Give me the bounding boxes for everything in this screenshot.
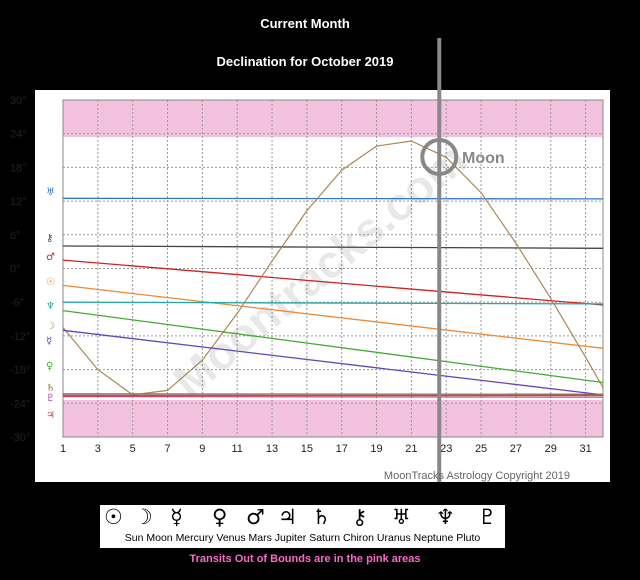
x-tick-label: 23: [440, 443, 452, 455]
x-tick-label: 31: [579, 443, 591, 455]
series-glyph-label: ☉: [46, 277, 55, 288]
legend-glyph-icon: ♆: [436, 505, 455, 529]
x-tick-label: 1: [60, 443, 66, 455]
series-line: [62, 197, 604, 200]
series-glyph-label: ♃: [46, 410, 55, 421]
y-tick-label: 24°: [10, 129, 27, 141]
series-glyph-label: ♄: [46, 383, 55, 394]
y-tick-label: 18°: [10, 162, 27, 174]
legend-names: Sun Moon Mercury Venus Mars Jupiter Satu…: [124, 532, 481, 544]
legend-glyph-icon: ☿: [170, 505, 183, 529]
legend-glyphs: ☉ ☽ ☿ ♀ ♂ ♃ ♄ ⚷ ♅ ♆ ♇: [100, 505, 505, 531]
legend-glyph-icon: ⚷: [352, 505, 368, 529]
y-tick-label: -18°: [10, 365, 30, 377]
series-line: [62, 259, 604, 306]
series-glyph-label: ♀: [46, 361, 53, 372]
footer-note: Transits Out of Bounds are in the pink a…: [189, 553, 421, 565]
y-tick-label: 6°: [10, 230, 21, 242]
series-line: [62, 395, 604, 398]
series-line: [62, 140, 604, 396]
x-tick-label: 5: [130, 443, 136, 455]
legend-glyph-icon: ♅: [392, 505, 411, 529]
series-glyph-label: ⚷: [46, 233, 53, 244]
x-tick-label: 19: [370, 443, 382, 455]
series-line: [62, 245, 604, 249]
legend-glyph-icon: ♇: [478, 505, 497, 529]
legend-glyph-icon: ☉: [104, 505, 123, 529]
series-line: [62, 284, 604, 349]
legend-glyph-icon: ♄: [312, 505, 331, 529]
legend-glyph-icon: ♂: [246, 505, 265, 529]
x-tick-label: 21: [405, 443, 417, 455]
chart-title: Declination for October 2019: [216, 54, 394, 69]
x-tick-label: 3: [95, 443, 101, 455]
series-glyph-label: ♆: [46, 301, 55, 312]
legend-glyph-icon: ☽: [134, 505, 153, 529]
y-tick-label: -12°: [10, 331, 30, 343]
series-glyph-label: ♇: [46, 393, 55, 404]
series-glyph-label: ☿: [46, 336, 52, 347]
planet-legend: ☉ ☽ ☿ ♀ ♂ ♃ ♄ ⚷ ♅ ♆ ♇ Sun Moon Mercury Venus Mars …: [100, 505, 505, 548]
x-tick-label: 17: [336, 443, 348, 455]
y-tick-label: -30°: [10, 432, 30, 444]
y-tick-label: 0°: [10, 264, 21, 276]
y-tick-label: 30°: [10, 95, 27, 107]
x-tick-label: 29: [545, 443, 557, 455]
page-title: Current Month: [260, 16, 350, 31]
series-glyph-label: ♅: [46, 187, 55, 198]
moon-annotation: Moon: [462, 150, 505, 167]
series-line: [62, 309, 604, 384]
moon-highlight-circle: [420, 138, 459, 176]
y-tick-label: -24°: [10, 398, 30, 410]
copyright-text: MoonTracks Astrology Copyright 2019: [384, 470, 570, 482]
series-line: [62, 329, 604, 396]
series-glyph-label: ☽: [46, 321, 55, 332]
x-tick-label: 27: [510, 443, 522, 455]
x-tick-label: 15: [301, 443, 313, 455]
y-tick-label: -6°: [10, 297, 24, 309]
series-glyph-label: ♂: [46, 252, 55, 263]
x-tick-label: 13: [266, 443, 278, 455]
plot-frame: [62, 99, 604, 438]
out-of-bounds-band: [63, 399, 603, 437]
x-tick-label: 9: [199, 443, 205, 455]
out-of-bounds-band: [63, 100, 603, 138]
series-line: [62, 393, 604, 395]
series-line: [62, 301, 604, 305]
legend-glyph-icon: ♃: [278, 505, 297, 529]
x-tick-label: 7: [164, 443, 170, 455]
y-tick-label: 12°: [10, 196, 27, 208]
x-tick-label: 11: [231, 443, 242, 455]
declination-chart: Moontracks.com30°24°18°12°6°0°-6°-12°-18…: [10, 38, 610, 482]
x-tick-label: 25: [475, 443, 487, 455]
legend-glyph-icon: ♀: [212, 505, 228, 529]
